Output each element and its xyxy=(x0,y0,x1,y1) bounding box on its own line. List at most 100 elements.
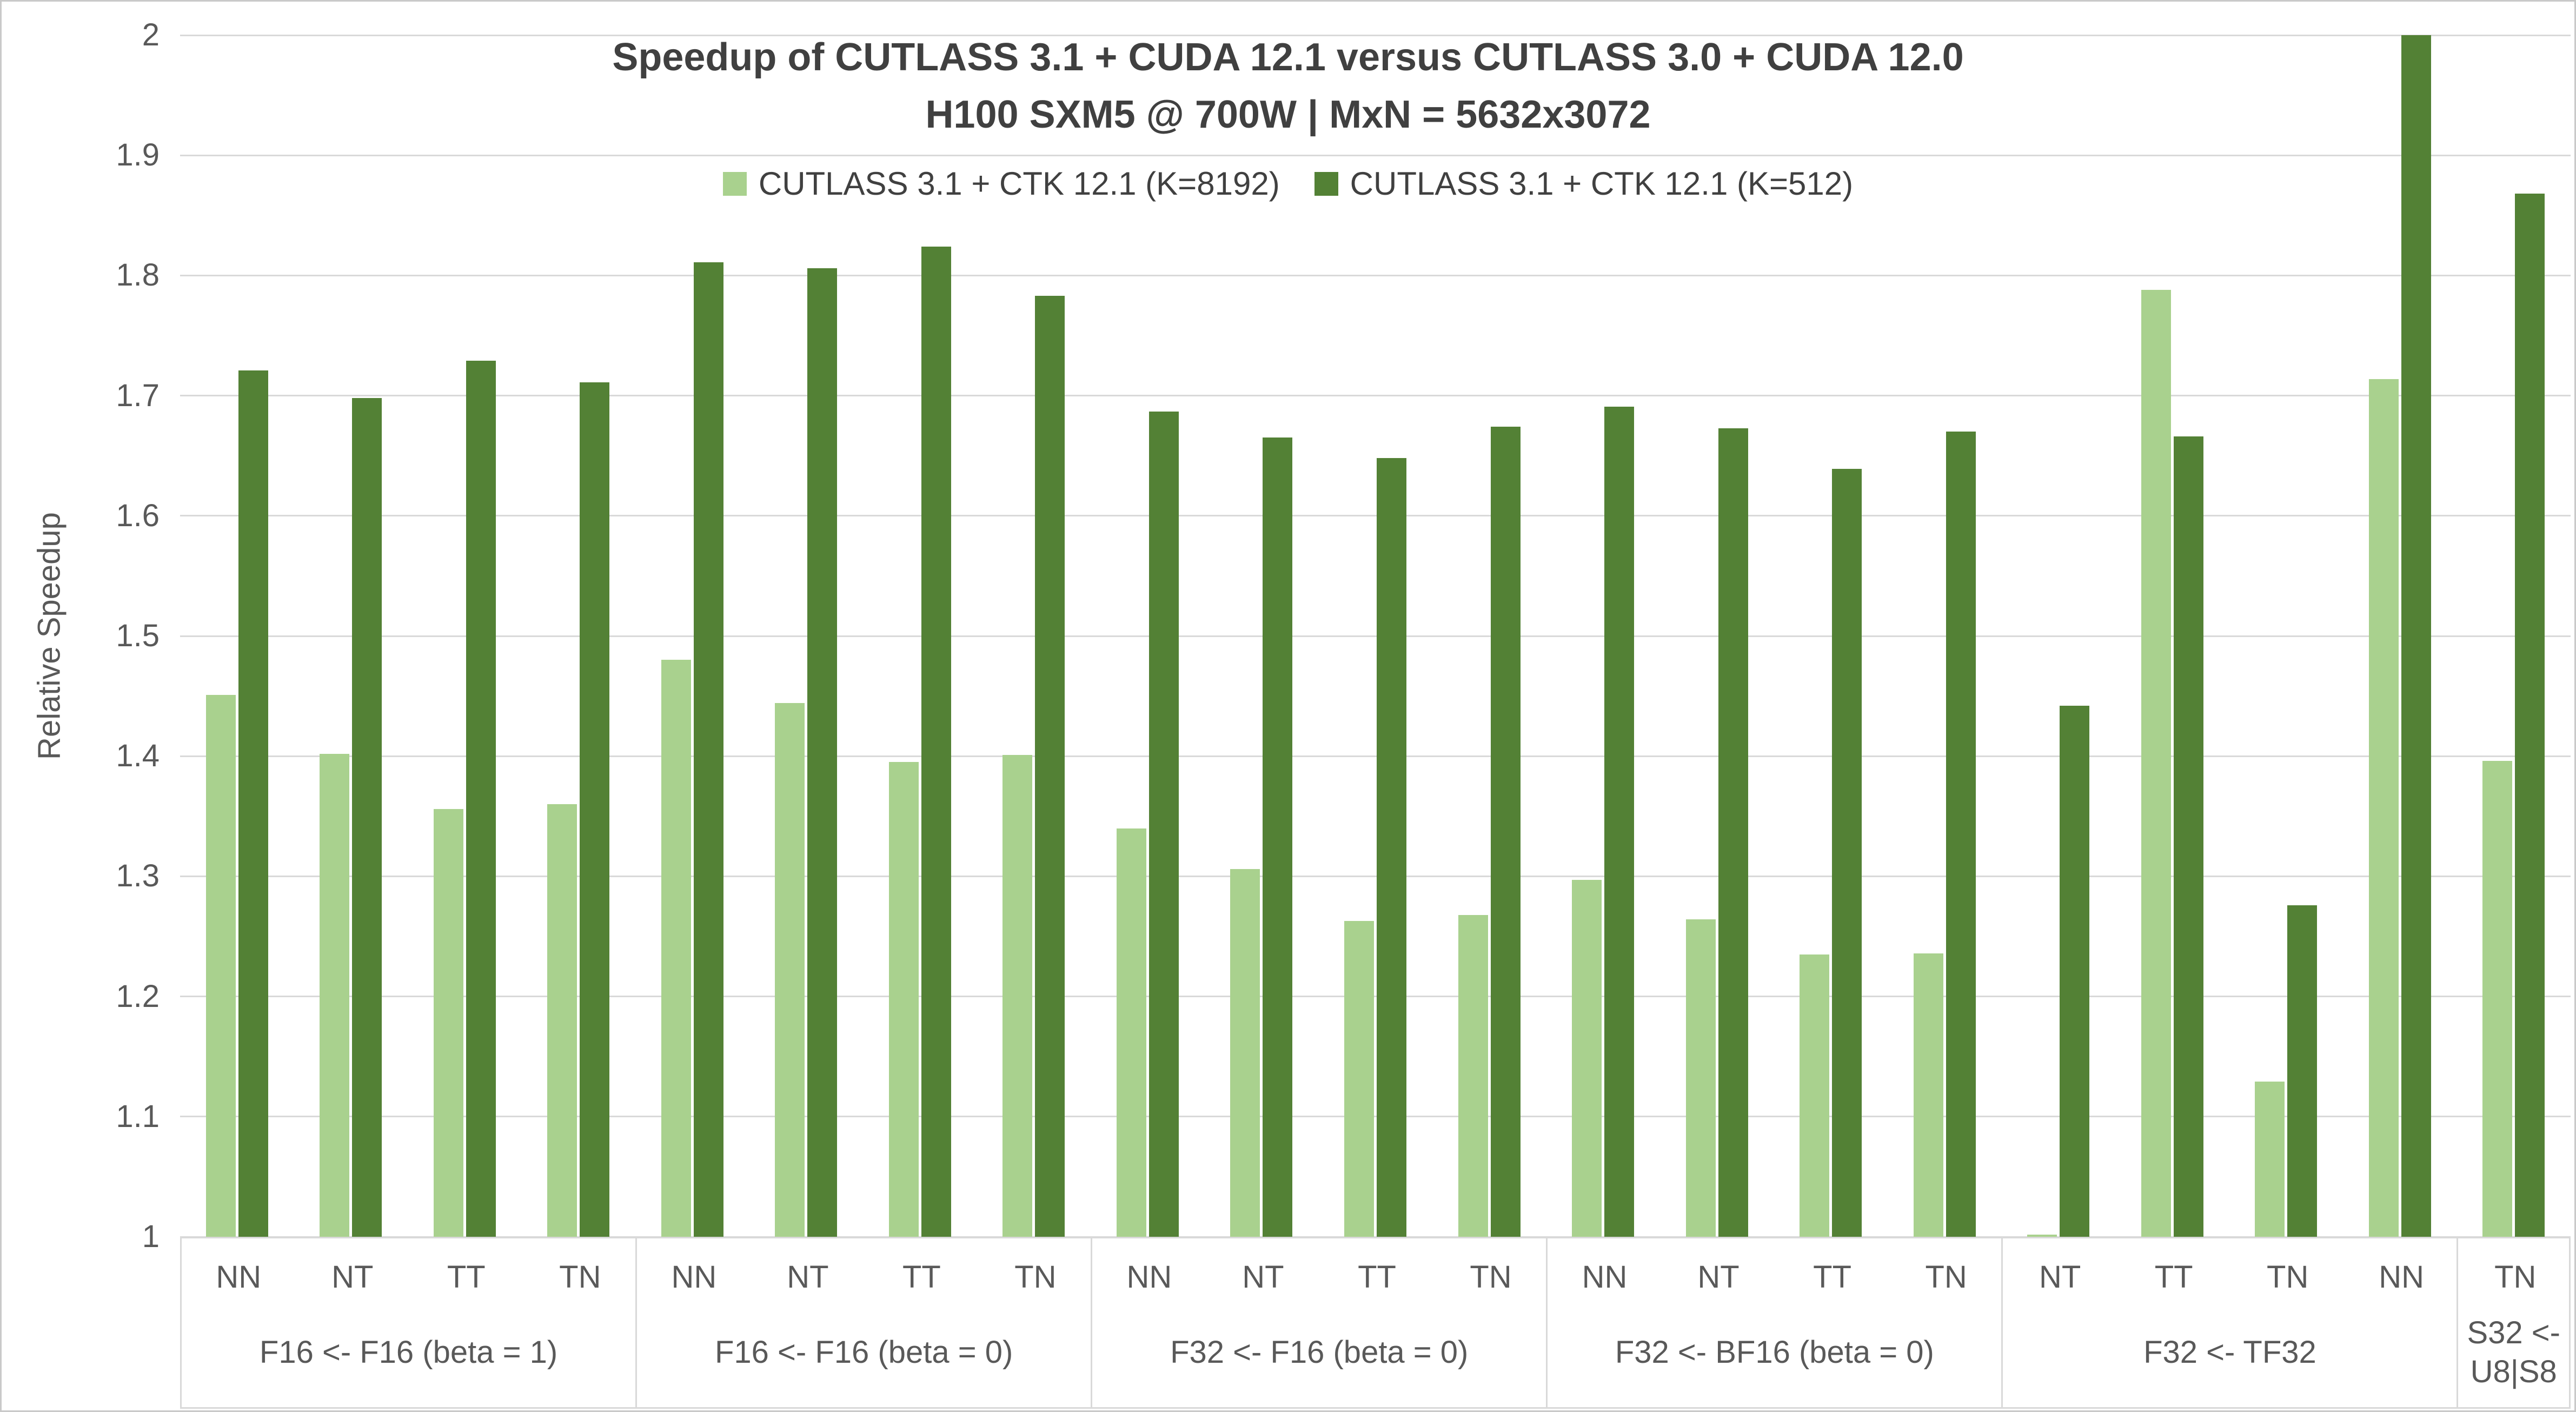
gridline-1.8 xyxy=(180,274,2571,276)
legend-label-k8192: CUTLASS 3.1 + CTK 12.1 (K=8192) xyxy=(758,165,1280,202)
bar-k8192-g2-nn xyxy=(661,660,691,1237)
bar-k8192-g4-tt xyxy=(1800,954,1830,1237)
category-label-g4-nn: NN xyxy=(1582,1259,1628,1295)
legend-label-k512: CUTLASS 3.1 + CTK 12.1 (K=512) xyxy=(1350,165,1854,202)
category-label-g3-tn: TN xyxy=(1470,1259,1512,1295)
group-label-5: F32 <- TF32 xyxy=(2143,1334,2316,1370)
gridline-1.3 xyxy=(180,875,2571,877)
category-label-g3-nt: NT xyxy=(1242,1259,1284,1295)
bar-k512-g3-nt xyxy=(1263,437,1293,1237)
bar-k512-g4-nt xyxy=(1718,428,1748,1237)
gridline-1.9 xyxy=(180,154,2571,156)
y-tick-2: 2 xyxy=(142,17,160,52)
bar-k8192-g1-nt xyxy=(320,753,350,1237)
axis-group-2: NN NT TT TN F16 <- F16 (beta = 0) xyxy=(635,1238,1091,1407)
bar-k8192-g2-tt xyxy=(888,762,919,1237)
category-label-g4-tn: TN xyxy=(1925,1259,1967,1295)
y-tick-1.1: 1.1 xyxy=(116,1098,160,1134)
bar-k512-g3-tn xyxy=(1490,427,1521,1237)
bar-k8192-g3-nt xyxy=(1230,869,1260,1237)
bar-k512-g3-nn xyxy=(1148,411,1179,1237)
bar-k512-g5-tt xyxy=(2173,436,2203,1237)
bar-k8192-g1-nn xyxy=(205,694,236,1237)
chart-subtitle: H100 SXM5 @ 700W | MxN = 5632x3072 xyxy=(925,93,1651,136)
bar-k512-g2-nt xyxy=(807,268,838,1237)
bar-k8192-g5-tt xyxy=(2141,290,2171,1237)
bar-k512-g5-tn xyxy=(2287,905,2318,1237)
group-label-3: F32 <- F16 (beta = 0) xyxy=(1170,1334,1469,1370)
category-label-g5-nt: NT xyxy=(2039,1259,2081,1295)
chart-legend: CUTLASS 3.1 + CTK 12.1 (K=8192) CUTLASS … xyxy=(2,165,2574,202)
y-tick-1.2: 1.2 xyxy=(116,978,160,1014)
bar-k512-g1-nn xyxy=(238,370,268,1237)
gridline-1.6 xyxy=(180,515,2571,517)
legend-swatch-k512 xyxy=(1314,171,1338,196)
bar-k512-g1-tt xyxy=(466,361,496,1237)
category-label-g4-nt: NT xyxy=(1697,1259,1740,1295)
gridline-1.1 xyxy=(180,1116,2571,1118)
bar-k512-g2-tt xyxy=(921,247,951,1237)
y-tick-1.7: 1.7 xyxy=(116,377,160,413)
category-label-g1-tn: TN xyxy=(559,1259,601,1295)
axis-group-5: NT TT TN NN F32 <- TF32 xyxy=(2001,1238,2457,1407)
bar-k8192-g3-nn xyxy=(1116,828,1146,1237)
bar-k512-g5-nt xyxy=(2060,705,2090,1237)
gridline-1.7 xyxy=(180,395,2571,397)
category-label-g2-tn: TN xyxy=(1014,1259,1057,1295)
bar-k8192-g1-tn xyxy=(547,804,577,1237)
legend-item-k512: CUTLASS 3.1 + CTK 12.1 (K=512) xyxy=(1314,165,1853,202)
y-tick-1.4: 1.4 xyxy=(116,738,160,774)
axis-group-4: NN NT TT TN F32 <- BF16 (beta = 0) xyxy=(1546,1238,2001,1407)
group-label-4: F32 <- BF16 (beta = 0) xyxy=(1615,1334,1934,1370)
category-label-g2-nn: NN xyxy=(671,1259,717,1295)
legend-item-k8192: CUTLASS 3.1 + CTK 12.1 (K=8192) xyxy=(722,165,1280,202)
bar-k8192-g4-nt xyxy=(1685,919,1716,1237)
axis-group-6: TN S32 <- U8|S8 xyxy=(2457,1238,2571,1407)
category-label-g4-tt: TT xyxy=(1813,1259,1852,1295)
bar-k512-g1-nt xyxy=(352,398,382,1237)
category-label-g1-tt: TT xyxy=(447,1259,486,1295)
bar-k512-g4-tt xyxy=(1832,469,1862,1237)
y-tick-1.5: 1.5 xyxy=(116,618,160,653)
plot-area xyxy=(180,34,2571,1238)
category-label-g5-tn: TN xyxy=(2267,1259,2309,1295)
bar-k8192-g3-tn xyxy=(1458,914,1488,1237)
legend-swatch-k8192 xyxy=(722,171,747,196)
gridline-1.5 xyxy=(180,635,2571,637)
y-tick-1.6: 1.6 xyxy=(116,498,160,533)
category-label-g1-nn: NN xyxy=(216,1259,262,1295)
bar-k8192-g1-tt xyxy=(433,808,463,1237)
bar-k512-g3-tt xyxy=(1377,458,1406,1237)
category-label-g2-nt: NT xyxy=(787,1259,829,1295)
bar-k512-g6-tn xyxy=(2515,194,2545,1237)
category-label-g5-nn: NN xyxy=(2379,1259,2425,1295)
bar-k512-g2-tn xyxy=(1035,296,1065,1237)
bar-k512-g4-tn xyxy=(1946,432,1976,1237)
axis-group-1: NN NT TT TN F16 <- F16 (beta = 1) xyxy=(180,1238,635,1407)
bar-k8192-g2-nt xyxy=(775,703,805,1237)
gridline-1.4 xyxy=(180,755,2571,757)
category-label-g2-tt: TT xyxy=(902,1259,941,1295)
bar-k8192-g5-nn xyxy=(2368,379,2399,1237)
y-tick-1: 1 xyxy=(142,1219,160,1254)
bar-k512-g5-nn xyxy=(2401,35,2431,1237)
category-label-g6-tn: TN xyxy=(2494,1259,2537,1295)
bar-k512-g1-tn xyxy=(580,382,610,1237)
category-label-g5-tt: TT xyxy=(2154,1259,2193,1295)
gridline-2 xyxy=(180,34,2571,36)
bar-k8192-g5-tn xyxy=(2255,1082,2285,1237)
bar-k512-g4-nn xyxy=(1604,406,1635,1237)
group-label-1: F16 <- F16 (beta = 1) xyxy=(259,1334,558,1370)
category-label-g1-nt: NT xyxy=(331,1259,374,1295)
category-label-g3-tt: TT xyxy=(1358,1259,1396,1295)
bar-k8192-g2-tn xyxy=(1002,754,1033,1237)
y-tick-1.9: 1.9 xyxy=(116,137,160,173)
gridline-1.2 xyxy=(180,996,2571,998)
group-label-6: S32 <- U8|S8 xyxy=(2467,1315,2560,1390)
category-label-g3-nn: NN xyxy=(1126,1259,1172,1295)
chart-title: Speedup of CUTLASS 3.1 + CUDA 12.1 versu… xyxy=(612,36,1964,79)
bar-k512-g2-nn xyxy=(693,262,723,1237)
axis-group-3: NN NT TT TN F32 <- F16 (beta = 0) xyxy=(1091,1238,1546,1407)
bar-k8192-g4-nn xyxy=(1572,880,1602,1237)
bar-k8192-g3-tt xyxy=(1344,920,1374,1237)
